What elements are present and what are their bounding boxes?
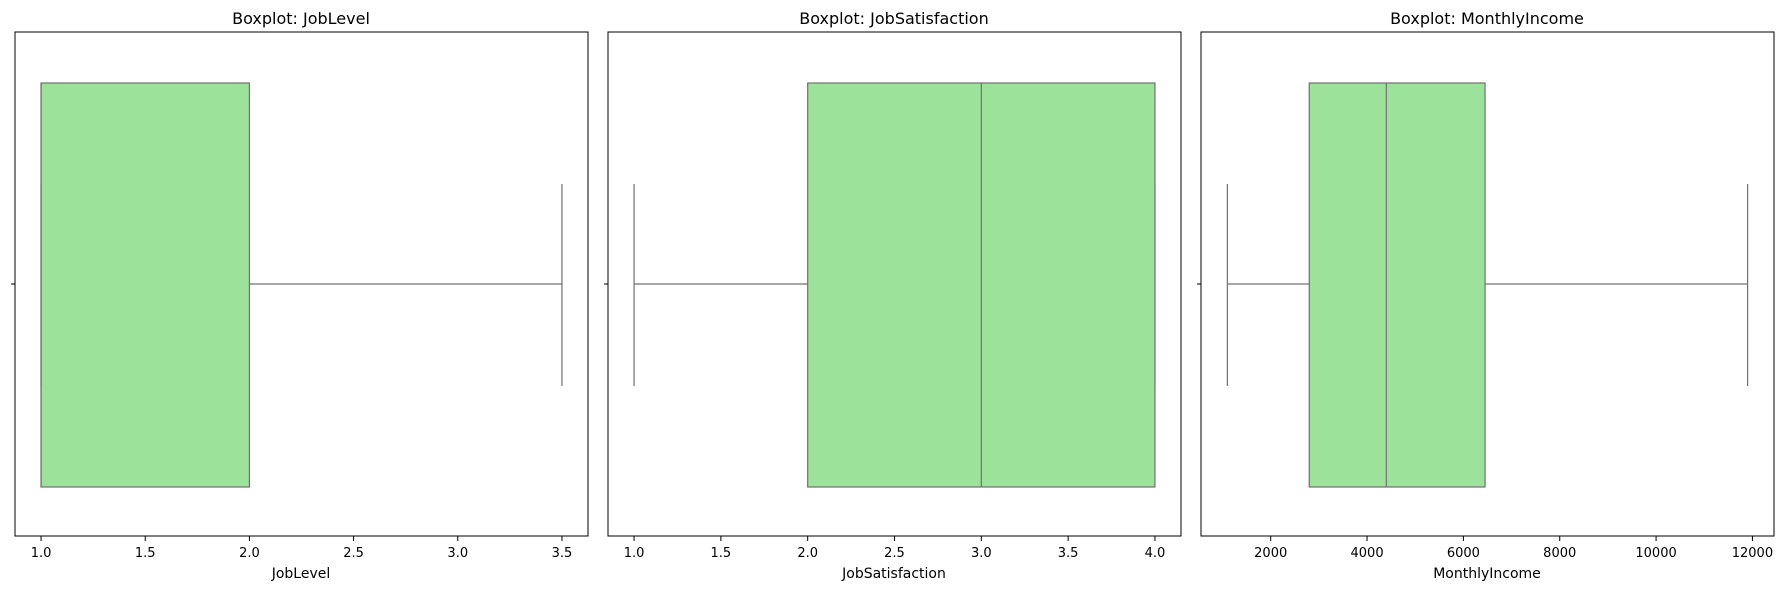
x-tick-label: 3.0 xyxy=(447,546,468,561)
x-tick-label: 3.0 xyxy=(971,546,992,561)
panel-joblevel: Boxplot: JobLevel 1.0 1.5 2.0 2.5 3.0 3.5 Job… xyxy=(11,9,589,582)
iqr-box xyxy=(1308,82,1486,488)
x-tick-label: 3.5 xyxy=(552,546,573,561)
x-axis-label: MonthlyIncome xyxy=(1433,566,1541,582)
x-tick-label: 10000 xyxy=(1635,546,1676,561)
panel-title: Boxplot: JobSatisfaction xyxy=(799,9,988,28)
x-tick-label: 1.5 xyxy=(135,546,156,561)
x-tick-label: 4000 xyxy=(1351,546,1384,561)
x-tick-label: 1.0 xyxy=(31,546,52,561)
x-tick-label: 2.0 xyxy=(797,546,818,561)
x-tick-label: 12000 xyxy=(1732,546,1773,561)
x-axis-label: JobSatisfaction xyxy=(841,566,946,582)
x-tick-label: 2.5 xyxy=(884,546,905,561)
plot-area: 1.0 1.5 2.0 2.5 3.0 3.5 xyxy=(11,31,589,561)
x-tick-label: 2.5 xyxy=(343,546,364,561)
x-axis-label: JobLevel xyxy=(271,566,331,582)
x-tick-label: 3.5 xyxy=(1058,546,1079,561)
x-tick-label: 4.0 xyxy=(1145,546,1166,561)
x-tick-label: 2000 xyxy=(1254,546,1287,561)
panel-title: Boxplot: JobLevel xyxy=(232,9,370,28)
panel-jobsatisfaction: Boxplot: JobSatisfaction 1.0 1.5 2.0 2.5 3.0… xyxy=(604,9,1182,582)
plot-area: 1.0 1.5 2.0 2.5 3.0 3.5 4.0 xyxy=(604,31,1182,561)
plot-area: 2000 4000 6000 8000 10000 12000 xyxy=(1197,31,1775,561)
panel-monthlyincome: Boxplot: MonthlyIncome 2000 4000 6000 8000 1… xyxy=(1197,9,1775,582)
x-tick-label: 8000 xyxy=(1543,546,1576,561)
panel-title: Boxplot: MonthlyIncome xyxy=(1390,9,1584,28)
x-tick-label: 2.0 xyxy=(239,546,260,561)
x-tick-label: 1.5 xyxy=(711,546,732,561)
x-tick-label: 6000 xyxy=(1447,546,1480,561)
x-tick-label: 1.0 xyxy=(624,546,645,561)
iqr-box xyxy=(40,82,251,488)
